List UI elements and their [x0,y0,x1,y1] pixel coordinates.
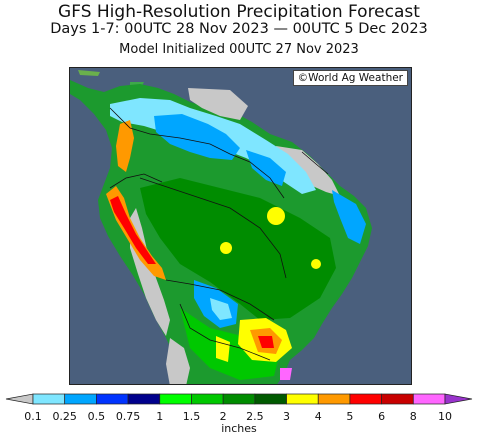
colorbar-swatch [349,393,382,405]
colorbar-swatch [412,393,446,405]
colorbar-swatch [254,393,287,405]
colorbar-tick-label: 0.25 [52,410,77,423]
colorbar-swatch [444,393,473,405]
precipitation-map: ©World Ag Weather [69,67,412,385]
country-borders [109,107,329,361]
precip-moderate [332,190,366,244]
colorbar: 0.1 0.25 0.5 0.75 1 1.5 2 2.5 3 4 5 6 8 10 inches [0,392,478,435]
colorbar-tick-label: 2.5 [246,410,264,423]
precip-pocket [311,259,321,269]
colorbar-tick-label: 0.75 [115,410,141,423]
colorbar-swatch [127,393,161,405]
caribbean-island [78,70,100,76]
colorbar-swatch [5,393,34,405]
colorbar-tick-label: 2 [219,410,227,423]
precip-extreme [280,368,292,380]
colorbar-tick-label: 1.5 [182,410,201,423]
colorbar-swatch [222,393,256,405]
colorbar-swatch [64,393,97,405]
colorbar-swatch [191,393,224,405]
precip-extreme [258,336,274,348]
colorbar-tick-label: 1 [156,410,164,423]
precip-light [210,298,232,320]
colorbar-tick-label: 3 [283,410,291,423]
credit-label: ©World Ag Weather [292,70,408,86]
precip-very-heavy [116,120,134,172]
colorbar-tick-label: 8 [409,410,417,423]
precip-moderate-heavy [180,308,280,380]
colorbar-tick-label: 4 [314,410,322,423]
colorbar-swatches [5,393,473,405]
precip-pocket [220,242,232,254]
map-canvas [70,68,411,384]
colorbar-tick-label: 0.1 [24,410,42,423]
colorbar-tick-label: 6 [378,410,386,423]
precip-moderate [246,150,286,186]
colorbar-units: inches [221,422,257,435]
colorbar-swatch [32,393,66,405]
precip-extreme [110,196,156,264]
colorbar-tick-label: 0.5 [87,410,106,423]
colorbar-swatch [286,393,319,405]
colorbar-swatch [96,393,129,405]
colorbar-swatch [317,393,351,405]
colorbar-tick-label: 5 [346,410,354,423]
map-title: GFS High-Resolution Precipitation Foreca… [58,2,420,22]
model-init-time: Model Initialized 00UTC 27 Nov 2023 [119,42,359,57]
colorbar-swatch [159,393,192,405]
precip-pocket [267,207,285,225]
precip-heavy [140,178,336,320]
dry-area [188,88,248,120]
colorbar-swatch [381,393,414,405]
colorbar-tick-label: 10 [438,410,452,423]
forecast-period: Days 1-7: 00UTC 28 Nov 2023 — 00UTC 5 De… [50,21,428,37]
dry-area [166,338,190,384]
